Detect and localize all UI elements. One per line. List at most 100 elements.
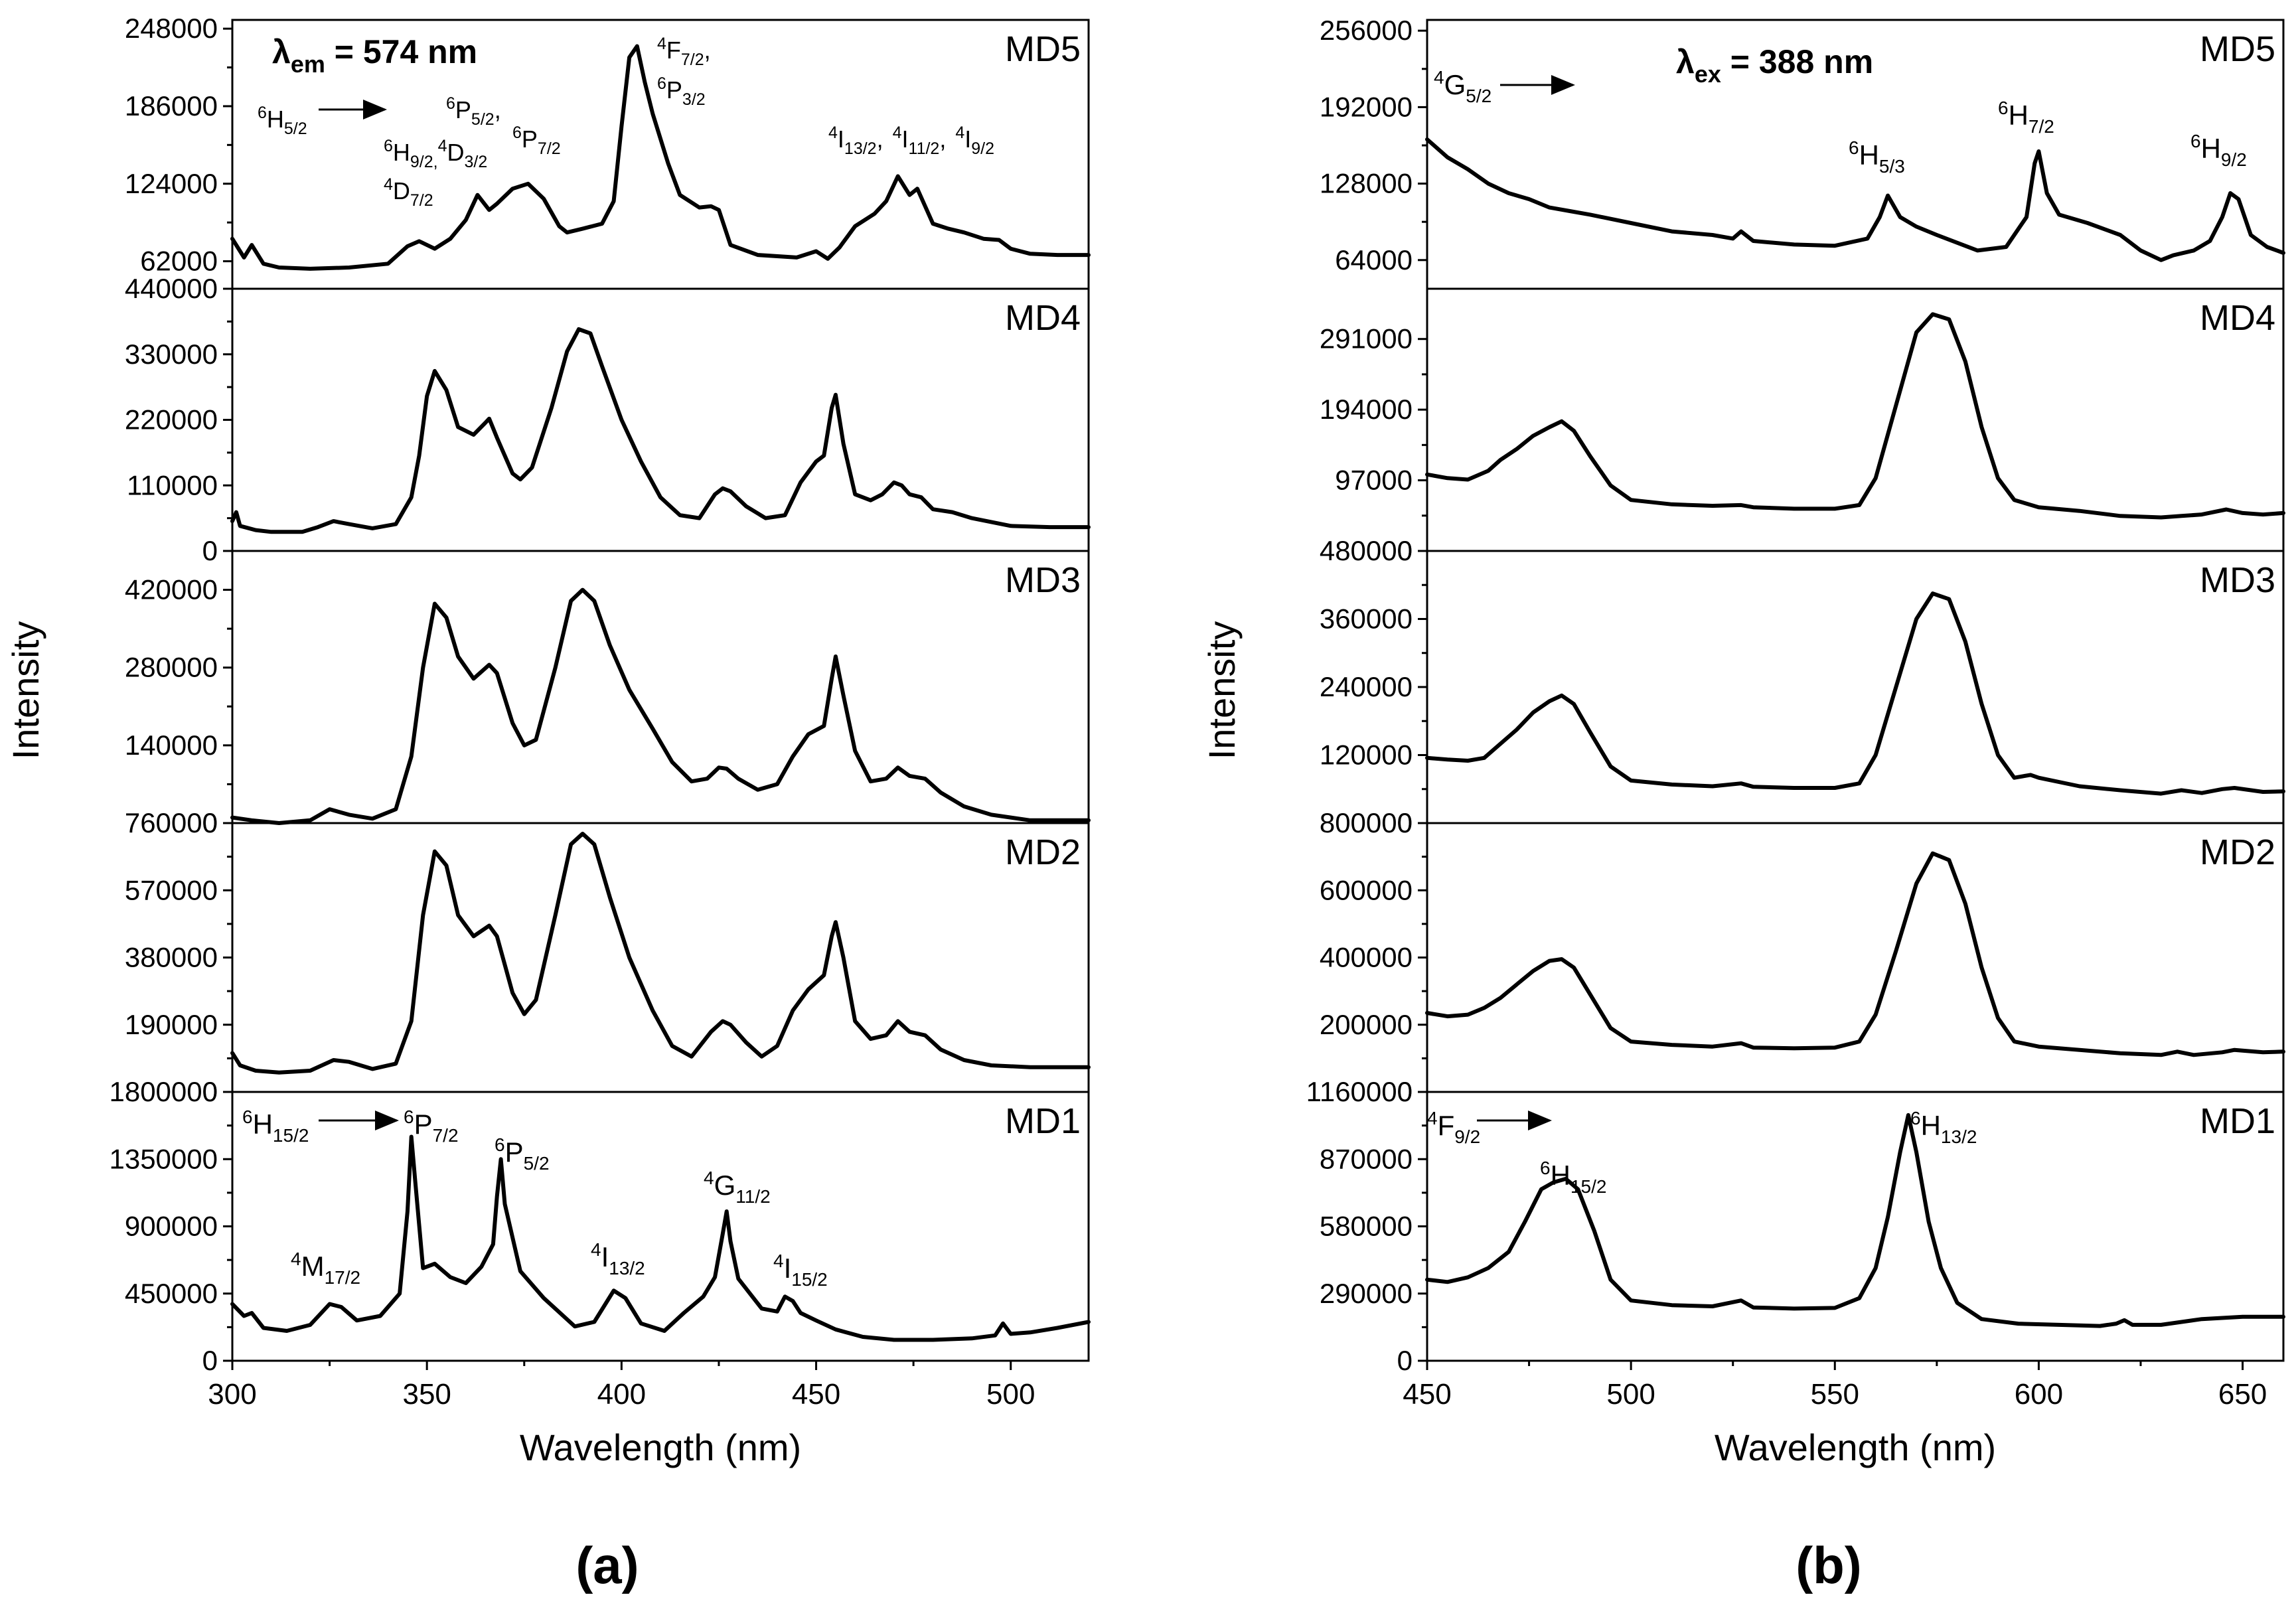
spectrum-line-md2 xyxy=(1425,851,2285,1057)
x-tick-label: 550 xyxy=(1811,1378,1859,1411)
lambda-value: = 574 nm xyxy=(325,33,477,70)
term-4i-series: 4I13/2, 4I11/2, 4I9/2 xyxy=(828,123,994,158)
subplot-name: MD1 xyxy=(1005,1101,1081,1141)
y-tick-label: 0 xyxy=(202,1076,218,1107)
subplot-md1: 0 450000 900000 1350000 1800000 MD1 xyxy=(109,1076,1091,1376)
term-4f92: 4F9/2 xyxy=(1427,1108,1480,1147)
y-tick-label: 0 xyxy=(202,807,218,838)
subplot-md2: 0 200000 400000 600000 800000 MD2 xyxy=(1320,807,2285,1107)
term-6p32: 6P3/2 xyxy=(657,74,706,109)
term-6p52-md1: 6P5/2 xyxy=(495,1134,550,1174)
y-tick-label: 128000 xyxy=(1320,168,1413,199)
spectrum-line-md5 xyxy=(1425,137,2285,262)
subplot-frame xyxy=(231,287,1090,552)
x-tick-label: 500 xyxy=(1606,1378,1655,1411)
subplot-frame xyxy=(231,822,1090,1093)
lambda-value: = 388 nm xyxy=(1721,43,1873,80)
term-6h92: 6H9/2 xyxy=(2190,131,2247,170)
y-tick-label: 0 xyxy=(1397,807,1413,838)
subplot-md4: 0 110000 220000 330000 440000 MD4 xyxy=(125,273,1091,566)
y-tick-label: 600000 xyxy=(1320,874,1413,905)
y-tick-label: 256000 xyxy=(1320,15,1413,46)
y-tick-label: 480000 xyxy=(1320,535,1413,566)
panel-label-b: (b) xyxy=(1796,1536,1862,1594)
y-tick-label: 120000 xyxy=(1320,739,1413,771)
y-tick-label: 800000 xyxy=(1320,807,1413,838)
spectrum-line-md1 xyxy=(230,1134,1091,1342)
y-tick-label: 64000 xyxy=(1335,244,1413,275)
lambda-sub: ex xyxy=(1695,60,1721,88)
x-tick-label: 450 xyxy=(1403,1378,1451,1411)
annotations-a-md5: 6H5/2 6H9/2,4D3/2 6P5/2, 6P7/2 4D7/2 4F7… xyxy=(258,35,994,210)
subplot-md1: 0 290000 580000 870000 1160000 MD1 xyxy=(1306,1076,2285,1376)
y-tick-label: 290000 xyxy=(1320,1278,1413,1309)
term-6h92-4d32: 6H9/2,4D3/2 xyxy=(384,137,487,171)
term-6p52: 6P5/2, xyxy=(446,94,501,129)
subplot-frame xyxy=(231,550,1090,824)
subplot-name: MD2 xyxy=(2200,832,2275,872)
lambda-ex-label: λex = 388 nm xyxy=(1676,43,1873,88)
subplot-md4: 0 97000 194000 291000 MD4 xyxy=(1320,287,2285,566)
term-6h152: 6H15/2 xyxy=(242,1107,309,1146)
term-6h53: 6H5/3 xyxy=(1849,137,1905,177)
y-tick-label: 450000 xyxy=(125,1278,218,1309)
subplot-name: MD3 xyxy=(2200,560,2275,600)
y-axis-title: Intensity xyxy=(5,621,46,760)
x-tick-label: 650 xyxy=(2218,1378,2267,1411)
y-tick-label: 220000 xyxy=(125,404,218,435)
y-tick-label: 194000 xyxy=(1320,394,1413,425)
y-tick-label: 900000 xyxy=(125,1211,218,1242)
subplot-frame xyxy=(1426,287,2285,552)
term-6h132: 6H13/2 xyxy=(1910,1108,1977,1147)
subplot-name: MD4 xyxy=(2200,298,2275,338)
y-tick-label: 760000 xyxy=(125,807,218,838)
lambda-sub: em xyxy=(291,50,325,78)
y-tick-label: 440000 xyxy=(125,273,218,304)
annotations-b-md1: 4F9/2 6H15/2 6H13/2 xyxy=(1427,1108,1977,1197)
spectrum-line-md2 xyxy=(230,832,1091,1075)
subplot-name: MD2 xyxy=(1005,832,1081,872)
subplot-md3: 0 120000 240000 360000 480000 MD3 xyxy=(1320,535,2285,838)
spectrum-line-md3 xyxy=(230,587,1091,825)
y-tick-label: 291000 xyxy=(1320,323,1413,354)
y-tick-label: 330000 xyxy=(125,339,218,370)
term-4m172: 4M17/2 xyxy=(291,1249,360,1288)
y-tick-label: 0 xyxy=(202,1345,218,1376)
x-axis-title: Wavelength (nm) xyxy=(1715,1426,1996,1468)
y-tick-label: 580000 xyxy=(1320,1211,1413,1242)
annotations-a-md1: 6H15/2 6P7/2 6P5/2 4M17/2 4I13/2 4G11/2 … xyxy=(242,1107,828,1290)
subplot-frame xyxy=(1426,822,2285,1093)
y-axis-title: Intensity xyxy=(1201,621,1243,760)
x-tick-label: 450 xyxy=(792,1378,840,1411)
y-tick-label: 0 xyxy=(1397,1345,1413,1376)
panel-a: 62000 124000 186000 248000 MD5 0 110000 220000 3… xyxy=(5,13,1091,1468)
spectrum-line-md4 xyxy=(1425,312,2285,520)
subplot-name: MD1 xyxy=(2200,1101,2275,1141)
y-tick-label: 248000 xyxy=(125,13,218,44)
x-tick-label: 500 xyxy=(986,1378,1035,1411)
y-tick-label: 870000 xyxy=(1320,1143,1413,1174)
lambda-em-label: λem = 574 nm xyxy=(272,33,477,78)
subplot-name: MD4 xyxy=(1005,298,1081,338)
subplot-name: MD5 xyxy=(1005,29,1081,69)
term-4g112: 4G11/2 xyxy=(704,1168,771,1207)
y-tick-label: 570000 xyxy=(125,874,218,905)
subplot-md2: 0 190000 380000 570000 760000 MD2 xyxy=(125,807,1091,1107)
subplot-name: MD5 xyxy=(2200,29,2275,69)
y-tick-label: 380000 xyxy=(125,942,218,973)
subplot-name: MD3 xyxy=(1005,560,1081,600)
y-tick-label: 62000 xyxy=(140,246,218,277)
x-axis-title: Wavelength (nm) xyxy=(520,1426,801,1468)
subplot-frame xyxy=(1426,1091,2285,1362)
lambda-symbol: λ xyxy=(1676,43,1695,80)
y-tick-label: 280000 xyxy=(125,652,218,683)
y-tick-label: 1350000 xyxy=(109,1143,218,1174)
term-6p72-md1: 6P7/2 xyxy=(404,1107,459,1146)
y-tick-label: 1800000 xyxy=(109,1076,218,1107)
y-tick-label: 110000 xyxy=(127,469,218,500)
term-6h152-b: 6H15/2 xyxy=(1540,1158,1606,1197)
y-tick-label: 124000 xyxy=(125,168,218,199)
term-6h72: 6H7/2 xyxy=(1998,98,2054,137)
lambda-symbol: λ xyxy=(272,33,291,70)
y-tick-label: 400000 xyxy=(1320,942,1413,973)
